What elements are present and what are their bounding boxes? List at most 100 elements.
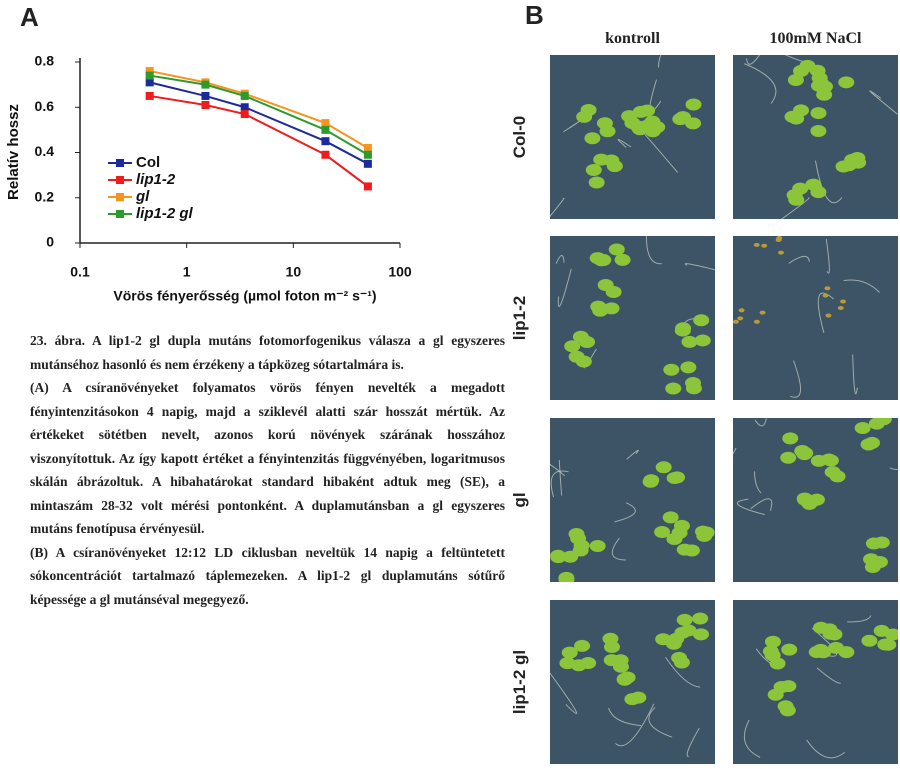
leaf — [663, 363, 680, 376]
leaf — [685, 117, 702, 130]
root — [869, 90, 898, 115]
leaf — [781, 643, 798, 656]
data-point — [363, 143, 372, 152]
root — [648, 707, 673, 738]
data-point — [145, 91, 154, 100]
data-point — [363, 150, 372, 159]
leaf — [769, 657, 786, 670]
data-point — [201, 91, 210, 100]
leaf — [873, 536, 890, 549]
chart: Relatív hossz Vörös fényerősség (µmol fo… — [5, 53, 412, 304]
leaf — [692, 628, 709, 641]
root — [743, 719, 761, 758]
data-point — [321, 137, 330, 146]
leaf — [777, 250, 784, 255]
x-tick-label: 1 — [183, 264, 191, 280]
leaf — [575, 355, 592, 368]
leaf — [809, 64, 826, 77]
leaf — [693, 314, 710, 327]
leaf — [840, 299, 847, 304]
panel-label: B — [525, 0, 544, 30]
leaf — [669, 471, 686, 484]
leaf — [822, 454, 839, 467]
root — [825, 238, 830, 274]
leaf — [662, 511, 679, 524]
leaf — [849, 152, 866, 165]
photo-background — [550, 236, 715, 400]
seedling-photo — [733, 600, 898, 764]
leaf — [810, 107, 827, 120]
seedling-photo — [733, 236, 898, 400]
row-label: gl — [510, 492, 529, 508]
root — [745, 55, 760, 65]
seedling-photo — [550, 418, 715, 582]
root — [558, 460, 563, 496]
leaf — [753, 242, 760, 247]
leaf — [733, 319, 739, 324]
root — [852, 354, 858, 395]
root — [806, 739, 845, 759]
leaf — [665, 382, 682, 395]
root — [814, 160, 843, 204]
leaf — [860, 438, 877, 451]
leaf — [602, 632, 619, 645]
legend-label: lip1-2 gl — [136, 205, 194, 222]
leaf — [574, 639, 591, 652]
root — [847, 615, 872, 623]
leaf — [616, 673, 633, 686]
leaf — [824, 466, 841, 479]
y-tick-label: 0.8 — [35, 53, 55, 69]
root — [617, 138, 632, 148]
leaf — [838, 76, 855, 89]
seedling-photo — [733, 55, 898, 219]
leaf — [595, 253, 612, 266]
column-header: 100mM NaCl — [769, 30, 862, 47]
leaf — [801, 497, 818, 510]
seedling-photo — [550, 55, 715, 219]
root — [615, 703, 655, 747]
leaf — [868, 418, 885, 430]
leaf — [753, 319, 760, 324]
y-tick-label: 0.4 — [35, 143, 55, 159]
series-line — [149, 94, 369, 188]
root — [750, 498, 773, 511]
leaf — [655, 461, 672, 474]
leaf — [838, 646, 855, 659]
root — [614, 502, 636, 523]
leaf — [810, 454, 827, 467]
legend-label: lip1-2 — [136, 171, 176, 188]
leaf — [864, 560, 881, 573]
leaf — [692, 612, 709, 625]
root — [817, 292, 835, 333]
data-point — [201, 100, 210, 109]
seedling-photo — [733, 418, 898, 582]
leaf — [825, 313, 832, 318]
leaf — [816, 88, 833, 101]
root — [555, 254, 565, 264]
column-header: kontroll — [605, 30, 660, 47]
leaf — [589, 539, 606, 552]
root — [889, 467, 898, 470]
leaf — [822, 293, 829, 298]
legend-marker — [116, 159, 124, 167]
leaf — [597, 279, 614, 292]
leaf — [673, 519, 690, 532]
leaf — [861, 634, 878, 647]
caption-paragraph: (A) A csíranövényeket folyamatos vörös f… — [30, 380, 505, 536]
x-tick-label: 10 — [286, 264, 302, 280]
leaf — [880, 638, 897, 651]
leaf — [738, 308, 745, 313]
root — [626, 449, 639, 460]
leaf — [792, 182, 809, 195]
root — [816, 667, 841, 684]
data-point — [145, 78, 154, 87]
leaf — [681, 335, 698, 348]
root — [686, 727, 700, 757]
leaf — [580, 656, 597, 669]
leaf — [564, 340, 581, 353]
root — [550, 197, 565, 218]
row-label: Col-0 — [510, 115, 529, 159]
root — [788, 255, 810, 264]
row-label: lip1-2 — [510, 295, 529, 341]
